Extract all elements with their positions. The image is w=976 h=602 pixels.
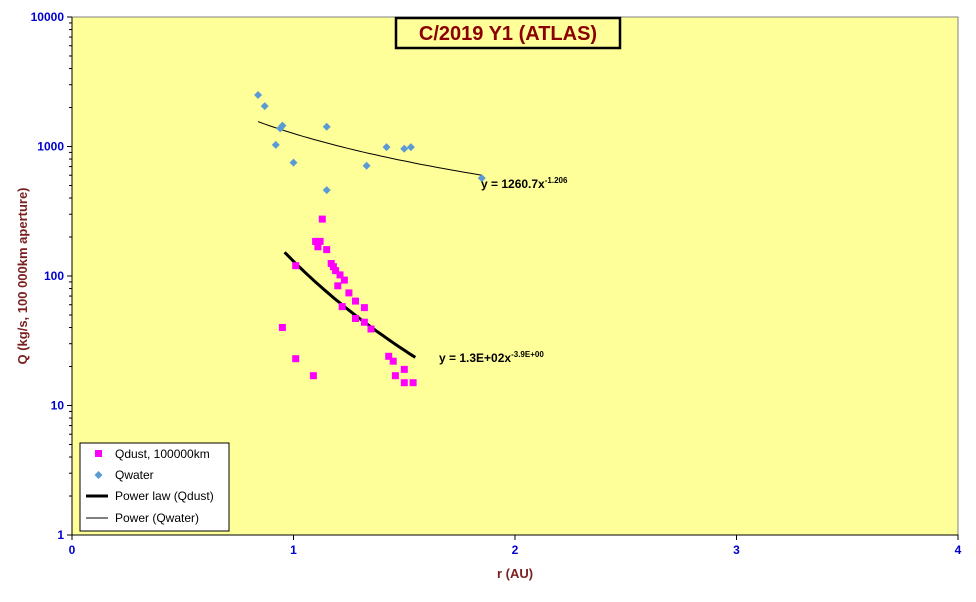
qdust-point [400, 365, 408, 373]
qdust-point [338, 303, 346, 311]
title-box [394, 16, 622, 50]
qdust-point [323, 246, 331, 254]
qdust-point [352, 297, 359, 305]
legend-qwater-label: Qwater [115, 468, 154, 482]
qdust-point [391, 372, 399, 380]
qwater-equation-exponent: -1.206 [545, 176, 568, 185]
x-tick-label: 2 [512, 543, 519, 557]
x-tick-label: 0 [69, 543, 76, 557]
legend-qwater-marker [94, 471, 103, 479]
axes [67, 16, 959, 540]
x-tick-label: 1 [290, 543, 297, 557]
y-tick-label: 1 [57, 528, 64, 542]
qwater-point [382, 143, 391, 152]
chart-title: C/2019 Y1 (ATLAS) [394, 16, 622, 50]
qdust-point [345, 289, 353, 297]
qwater-point [254, 90, 263, 99]
qdust-power-trendline [283, 251, 417, 359]
qdust-point [316, 237, 324, 245]
qdust-point [389, 357, 397, 365]
qwater-point [278, 121, 287, 130]
qdust-point [400, 379, 408, 387]
qwater-point [322, 122, 331, 131]
qdust-point [360, 318, 368, 326]
legend: Qdust, 100000km Qwater Power law (Qdust)… [79, 442, 230, 532]
legend-qdust-label: Qdust, 100000km [115, 447, 210, 461]
qdust-point [385, 352, 393, 360]
qdust-equation-base: y = 1.3E+02x [439, 351, 511, 365]
qwater-point [322, 186, 331, 195]
legend-qdust-marker [95, 450, 102, 457]
qwater-point [289, 158, 298, 167]
legend-box [79, 442, 230, 532]
qwater-point [271, 140, 280, 149]
trendlines [257, 121, 482, 359]
x-tick-label: 3 [733, 543, 740, 557]
qwater-equation: y = 1260.7x-1.206 [481, 176, 568, 191]
legend-qwater-trend-label: Power (Qwater) [115, 511, 199, 525]
title-text: C/2019 Y1 (ATLAS) [419, 23, 597, 45]
y-tick-label: 10000 [31, 10, 65, 24]
qwater-power-trendline [257, 121, 482, 176]
qdust-point [309, 372, 317, 380]
qwater-point [362, 161, 371, 170]
x-axis-title: r (AU) [497, 566, 533, 581]
qdust-point [334, 282, 342, 290]
qdust-point [314, 243, 322, 251]
qwater-point [276, 124, 285, 133]
data-points [254, 90, 486, 387]
qwater-point [406, 143, 415, 152]
y-tick-label: 100 [44, 269, 64, 283]
qdust-equation: y = 1.3E+02x-3.9E+00 [439, 350, 544, 365]
qwater-point [400, 144, 409, 153]
y-tick-label: 10 [51, 399, 65, 413]
qdust-point [329, 263, 337, 271]
qdust-point [336, 271, 344, 279]
qdust-point [367, 325, 375, 333]
qdust-point [340, 276, 348, 284]
x-tick-label: 4 [955, 543, 962, 557]
qwater-point [477, 174, 486, 183]
qdust-point [409, 379, 417, 387]
qdust-point [352, 315, 359, 322]
qdust-point [318, 215, 326, 223]
legend-qdust-trend-label: Power law (Qdust) [115, 489, 214, 503]
qdust-point [292, 355, 300, 363]
qdust-point [332, 267, 340, 275]
qdust-point [360, 304, 368, 312]
y-tick-label: 1000 [37, 140, 64, 154]
qdust-point [278, 324, 286, 331]
qdust-point [312, 237, 320, 245]
qdust-equation-exponent: -3.9E+00 [511, 350, 544, 359]
qwater-equation-base: y = 1260.7x [481, 177, 545, 191]
qwater-point [260, 102, 269, 111]
y-axis-title: Q (kg/s, 100 000km aperture) [15, 187, 30, 364]
qdust-point [292, 262, 300, 270]
